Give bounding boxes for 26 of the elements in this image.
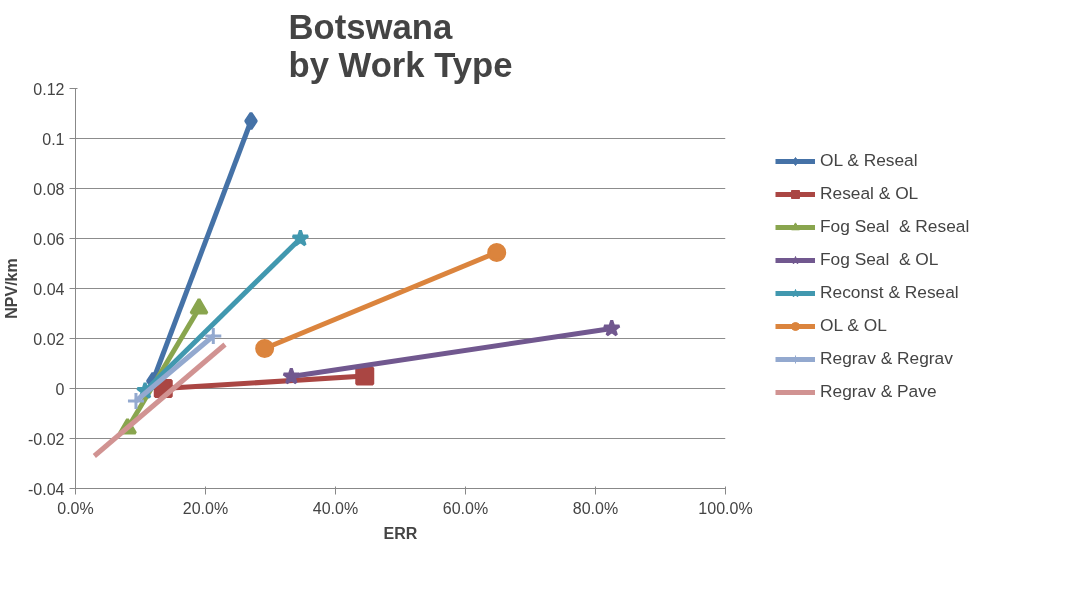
y-tick-label: -0.02 [28, 430, 65, 448]
legend-label: Reconst & Reseal [820, 282, 959, 303]
y-tick-label: 0.1 [42, 130, 65, 148]
y-tick-label: 0.06 [33, 230, 65, 248]
legend-label: Fog Seal & OL [820, 249, 939, 270]
legend-label: OL & OL [820, 315, 887, 336]
x-tick-label: 40.0% [312, 499, 359, 517]
y-tick-label: 0.12 [33, 80, 65, 98]
y-tick-label: -0.04 [28, 480, 65, 498]
x-tick-label: 100.0% [698, 499, 753, 517]
x-tick-label: 20.0% [182, 499, 229, 517]
legend-label: Fog Seal & Reseal [820, 216, 970, 237]
y-axis-title: NPV/km [3, 258, 21, 319]
y-tick-label: 0.02 [33, 330, 65, 348]
legend-label: OL & Reseal [820, 150, 918, 171]
y-tick-label: 0.08 [33, 180, 65, 198]
chart-title: Botswana by Work Type [288, 7, 513, 84]
legend-label: Regrav & Regrav [820, 348, 953, 369]
x-tick-label: 60.0% [442, 499, 489, 517]
x-tick-label: 0.0% [57, 499, 94, 517]
y-tick-label: 0 [55, 380, 65, 398]
legend-label: Regrav & Pave [820, 381, 937, 402]
legend-label: Reseal & OL [820, 183, 919, 204]
x-axis-title: ERR [383, 524, 418, 542]
x-tick-label: 80.0% [572, 499, 619, 517]
y-tick-label: 0.04 [33, 280, 65, 298]
